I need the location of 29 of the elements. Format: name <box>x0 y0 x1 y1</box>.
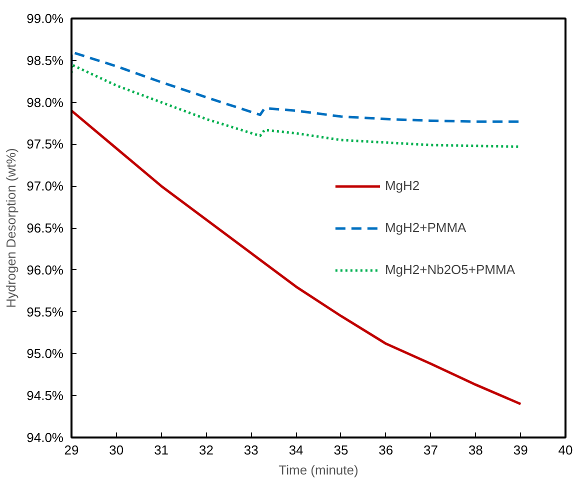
y-tick-label: 94.0% <box>26 430 64 445</box>
x-tick-label: 35 <box>334 442 348 458</box>
y-axis-title: Hydrogen Desorption (wt%) <box>4 148 19 308</box>
x-tick-label: 32 <box>198 442 214 458</box>
line-series <box>72 109 522 406</box>
y-tick-label: 95.0% <box>26 346 64 362</box>
x-tick-label: 37 <box>424 442 438 458</box>
y-tick-label: 94.5% <box>26 388 64 404</box>
y-tick-label: 99.0% <box>26 11 64 26</box>
x-tick-label: 38 <box>468 442 483 458</box>
y-tick-label: 95.5% <box>26 304 64 320</box>
x-tick-label: 33 <box>244 442 258 458</box>
y-tick-label: 96.5% <box>26 220 64 236</box>
legend-label: MgH2+PMMA <box>384 220 466 235</box>
y-tick-label: 97.5% <box>26 136 64 152</box>
legend-label: MgH2+Nb2O5+PMMA <box>384 262 515 277</box>
x-tick-label: 36 <box>378 442 394 458</box>
x-axis-title: Time (minute) <box>278 462 358 478</box>
y-tick-label: 98.0% <box>26 94 64 110</box>
y-tick-label: 97.0% <box>26 178 64 194</box>
x-tick-label: 30 <box>109 442 124 458</box>
y-tick-label: 96.0% <box>26 262 64 278</box>
x-tick-label: 40 <box>558 442 573 458</box>
y-tick-label: 98.5% <box>26 52 64 68</box>
x-tick-label: 39 <box>513 442 528 458</box>
x-tick-label: 29 <box>64 442 79 458</box>
x-tick-label: 34 <box>288 442 304 458</box>
x-tick-label: 31 <box>154 442 169 458</box>
legend-label: MgH2 <box>384 178 420 193</box>
